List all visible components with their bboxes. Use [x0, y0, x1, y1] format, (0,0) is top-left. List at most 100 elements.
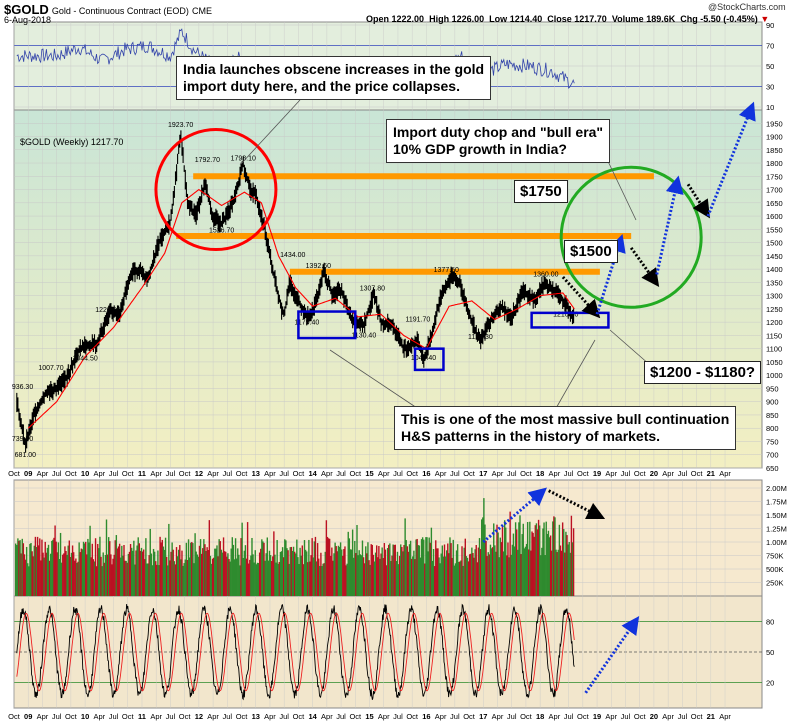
callout-line-import — [604, 154, 637, 221]
x-axis-label-bottom: Jul — [507, 712, 517, 721]
volume-tick-label: 750K — [766, 552, 784, 561]
x-axis-label-top: Oct — [65, 469, 78, 478]
x-axis-label-bottom: Apr — [605, 712, 617, 721]
chg-value: -5.50 (-0.45%) — [700, 14, 758, 24]
close-value: 1217.70 — [574, 14, 607, 24]
price-label: 1392.60 — [306, 263, 331, 270]
x-axis-label-bottom: Jul — [450, 712, 460, 721]
price-label: 1434.00 — [280, 252, 305, 259]
x-axis-label-top: 16 — [422, 469, 430, 478]
x-axis-label-bottom: 17 — [479, 712, 487, 721]
price-label: 1007.70 — [38, 365, 63, 372]
x-axis-label-bottom: Oct — [406, 712, 419, 721]
price-tick-label: 1500 — [766, 239, 783, 248]
price-tick-label: 1200 — [766, 318, 783, 327]
x-axis-label-bottom: Apr — [492, 712, 504, 721]
blue-arrow-up-2 — [655, 175, 684, 275]
price-tick-label: 750 — [766, 437, 779, 446]
price-label: 681.00 — [15, 452, 37, 459]
x-axis-label-top: 18 — [536, 469, 544, 478]
price-tick-label: 1450 — [766, 252, 783, 261]
x-axis-label-bottom: Jul — [109, 712, 119, 721]
price-tick-label: 1100 — [766, 345, 782, 354]
price-tick-label: 1300 — [766, 292, 783, 301]
price-tick-label: 1250 — [766, 305, 783, 314]
level-1750-label: $1750 — [514, 180, 568, 203]
x-axis-label-top: 11 — [138, 469, 146, 478]
x-axis-label-top: Oct — [691, 469, 704, 478]
x-axis-label-bottom: Apr — [37, 712, 49, 721]
x-axis-label-top: 10 — [81, 469, 89, 478]
rsi-tick-label: 90 — [766, 21, 774, 30]
price-label: 1210.80 — [553, 311, 578, 318]
x-axis-label-bottom: Apr — [435, 712, 447, 721]
x-axis-label-bottom: Jul — [336, 712, 346, 721]
annotation-hs-pattern: This is one of the most massive bull con… — [394, 406, 737, 450]
dropdown-arrow-icon[interactable]: ▼ — [760, 14, 770, 24]
x-axis-label-top: Jul — [450, 469, 460, 478]
x-axis-label-bottom: Oct — [463, 712, 476, 721]
x-axis-label-top: Jul — [564, 469, 574, 478]
price-tick-label: 1750 — [766, 172, 783, 181]
x-axis-label-bottom: 18 — [536, 712, 544, 721]
price-tick-label: 850 — [766, 411, 779, 420]
x-axis-label-bottom: Apr — [719, 712, 731, 721]
black-arrow-down-3 — [686, 183, 710, 219]
x-axis-label-bottom: 19 — [593, 712, 601, 721]
x-axis-label-bottom: Apr — [150, 712, 162, 721]
x-axis-label-top: Apr — [321, 469, 333, 478]
price-label: 1130.40 — [351, 333, 376, 340]
x-axis-label-top: Oct — [349, 469, 362, 478]
price-tick-label: 1950 — [766, 119, 783, 128]
price-tick-label: 650 — [766, 464, 779, 473]
price-label: 1227.50 — [95, 307, 120, 314]
price-tick-label: 1850 — [766, 146, 783, 155]
x-axis-label-bottom: 12 — [195, 712, 203, 721]
red-circle — [154, 128, 278, 252]
stochastic-d-line — [16, 612, 575, 692]
x-axis-label-top: 19 — [593, 469, 601, 478]
chart-date: 6-Aug-2018 — [4, 15, 52, 25]
price-tick-label: 1550 — [766, 225, 783, 234]
price-label: 1792.70 — [195, 157, 220, 164]
price-label: 1923.70 — [168, 122, 193, 129]
price-label: 1045.40 — [411, 355, 436, 362]
x-axis-label-top: Oct — [577, 469, 590, 478]
level-1500-label: $1500 — [564, 240, 618, 263]
x-axis-label-bottom: Jul — [393, 712, 403, 721]
x-axis-label-top: 21 — [707, 469, 715, 478]
x-axis-label-bottom: Jul — [678, 712, 688, 721]
x-axis-label-bottom: Apr — [207, 712, 219, 721]
callout-line-target — [609, 329, 651, 366]
x-axis-label-bottom: Jul — [52, 712, 62, 721]
head-box — [413, 347, 445, 372]
annotation-india-duty: India launches obscene increases in the … — [176, 56, 492, 100]
x-axis-label-top: 14 — [308, 469, 317, 478]
price-tick-label: 1050 — [766, 358, 783, 367]
x-axis-label-top: Jul — [223, 469, 233, 478]
x-axis-label-top: Oct — [293, 469, 306, 478]
price-tick-label: 700 — [766, 451, 779, 460]
price-label: 1191.70 — [405, 316, 430, 323]
price-label: 1179.40 — [295, 320, 320, 327]
low-value: 1214.40 — [509, 14, 543, 24]
annotation-import-chop: Import duty chop and "bull era" 10% GDP … — [386, 119, 611, 163]
x-axis-label-top: Jul — [166, 469, 176, 478]
price-label: 1360.00 — [533, 272, 558, 279]
blue-arrow-up-3 — [706, 101, 756, 217]
price-label: 1307.80 — [360, 286, 385, 293]
x-axis-label-bottom: Jul — [621, 712, 631, 721]
volume-tick-label: 250K — [766, 579, 784, 588]
x-axis-label-bottom: 13 — [252, 712, 260, 721]
x-axis-label-bottom: 11 — [138, 712, 146, 721]
x-axis-label-top: Apr — [549, 469, 561, 478]
x-axis-label-bottom: Oct — [577, 712, 590, 721]
x-axis-label-bottom: Apr — [264, 712, 276, 721]
x-axis-label-top: Jul — [507, 469, 517, 478]
exchange: CME — [191, 6, 212, 16]
x-axis-label-top: 12 — [195, 469, 203, 478]
x-axis-label-bottom: 20 — [650, 712, 658, 721]
x-axis-label-bottom: Oct — [179, 712, 192, 721]
x-axis-label-bottom: Oct — [520, 712, 533, 721]
x-axis-label-top: 09 — [24, 469, 32, 478]
